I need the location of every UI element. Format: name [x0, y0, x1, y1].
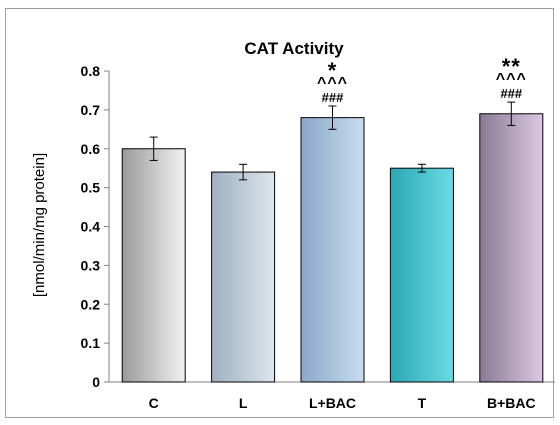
- bar: [211, 171, 276, 383]
- y-tick-label: 0.6: [81, 141, 101, 157]
- significance-marker: ^^^: [496, 71, 527, 88]
- y-tick-label: 0.1: [81, 335, 101, 351]
- significance-marker: **: [502, 54, 521, 79]
- y-tick-label: 0.7: [81, 102, 101, 118]
- y-tick-label: 0.3: [81, 257, 101, 273]
- x-category-label: T: [418, 395, 427, 411]
- y-tick-label: 0.2: [81, 296, 101, 312]
- x-category-label: L: [239, 395, 248, 411]
- bars: [121, 101, 544, 383]
- chart-frame: CAT Activity [nmol/min/mg protein] 0 0.1 0…: [5, 8, 555, 418]
- y-axis-label: [nmol/min/mg protein]: [31, 153, 48, 297]
- bar: [121, 148, 186, 383]
- x-category-label: C: [149, 395, 159, 411]
- bar: [389, 167, 454, 383]
- y-tick-label: 0: [92, 374, 100, 390]
- significance-marker: *: [328, 58, 338, 83]
- y-tick-label: 0.5: [81, 180, 101, 196]
- significance-marker: ###: [500, 86, 522, 101]
- bar: [300, 117, 365, 383]
- x-category-label: L+BAC: [309, 395, 356, 411]
- x-categories: C L L+BAC T B+BAC: [149, 395, 536, 411]
- chart-title: CAT Activity: [244, 39, 344, 58]
- x-category-label: B+BAC: [487, 395, 536, 411]
- y-tick-label: 0.8: [81, 63, 101, 79]
- significance-marker: ###: [322, 90, 344, 105]
- bar-chart: CAT Activity [nmol/min/mg protein] 00.10…: [31, 39, 555, 411]
- bar: [479, 113, 544, 383]
- y-tick-label: 0.4: [81, 219, 101, 235]
- significance-marker: ^^^: [317, 75, 348, 92]
- y-ticks: 0 0.1 0.2 0.3 0.4 0.5 0.6 0.7 0.8: [81, 63, 109, 390]
- significance-annotations: ###^^^*###^^^**: [317, 54, 527, 105]
